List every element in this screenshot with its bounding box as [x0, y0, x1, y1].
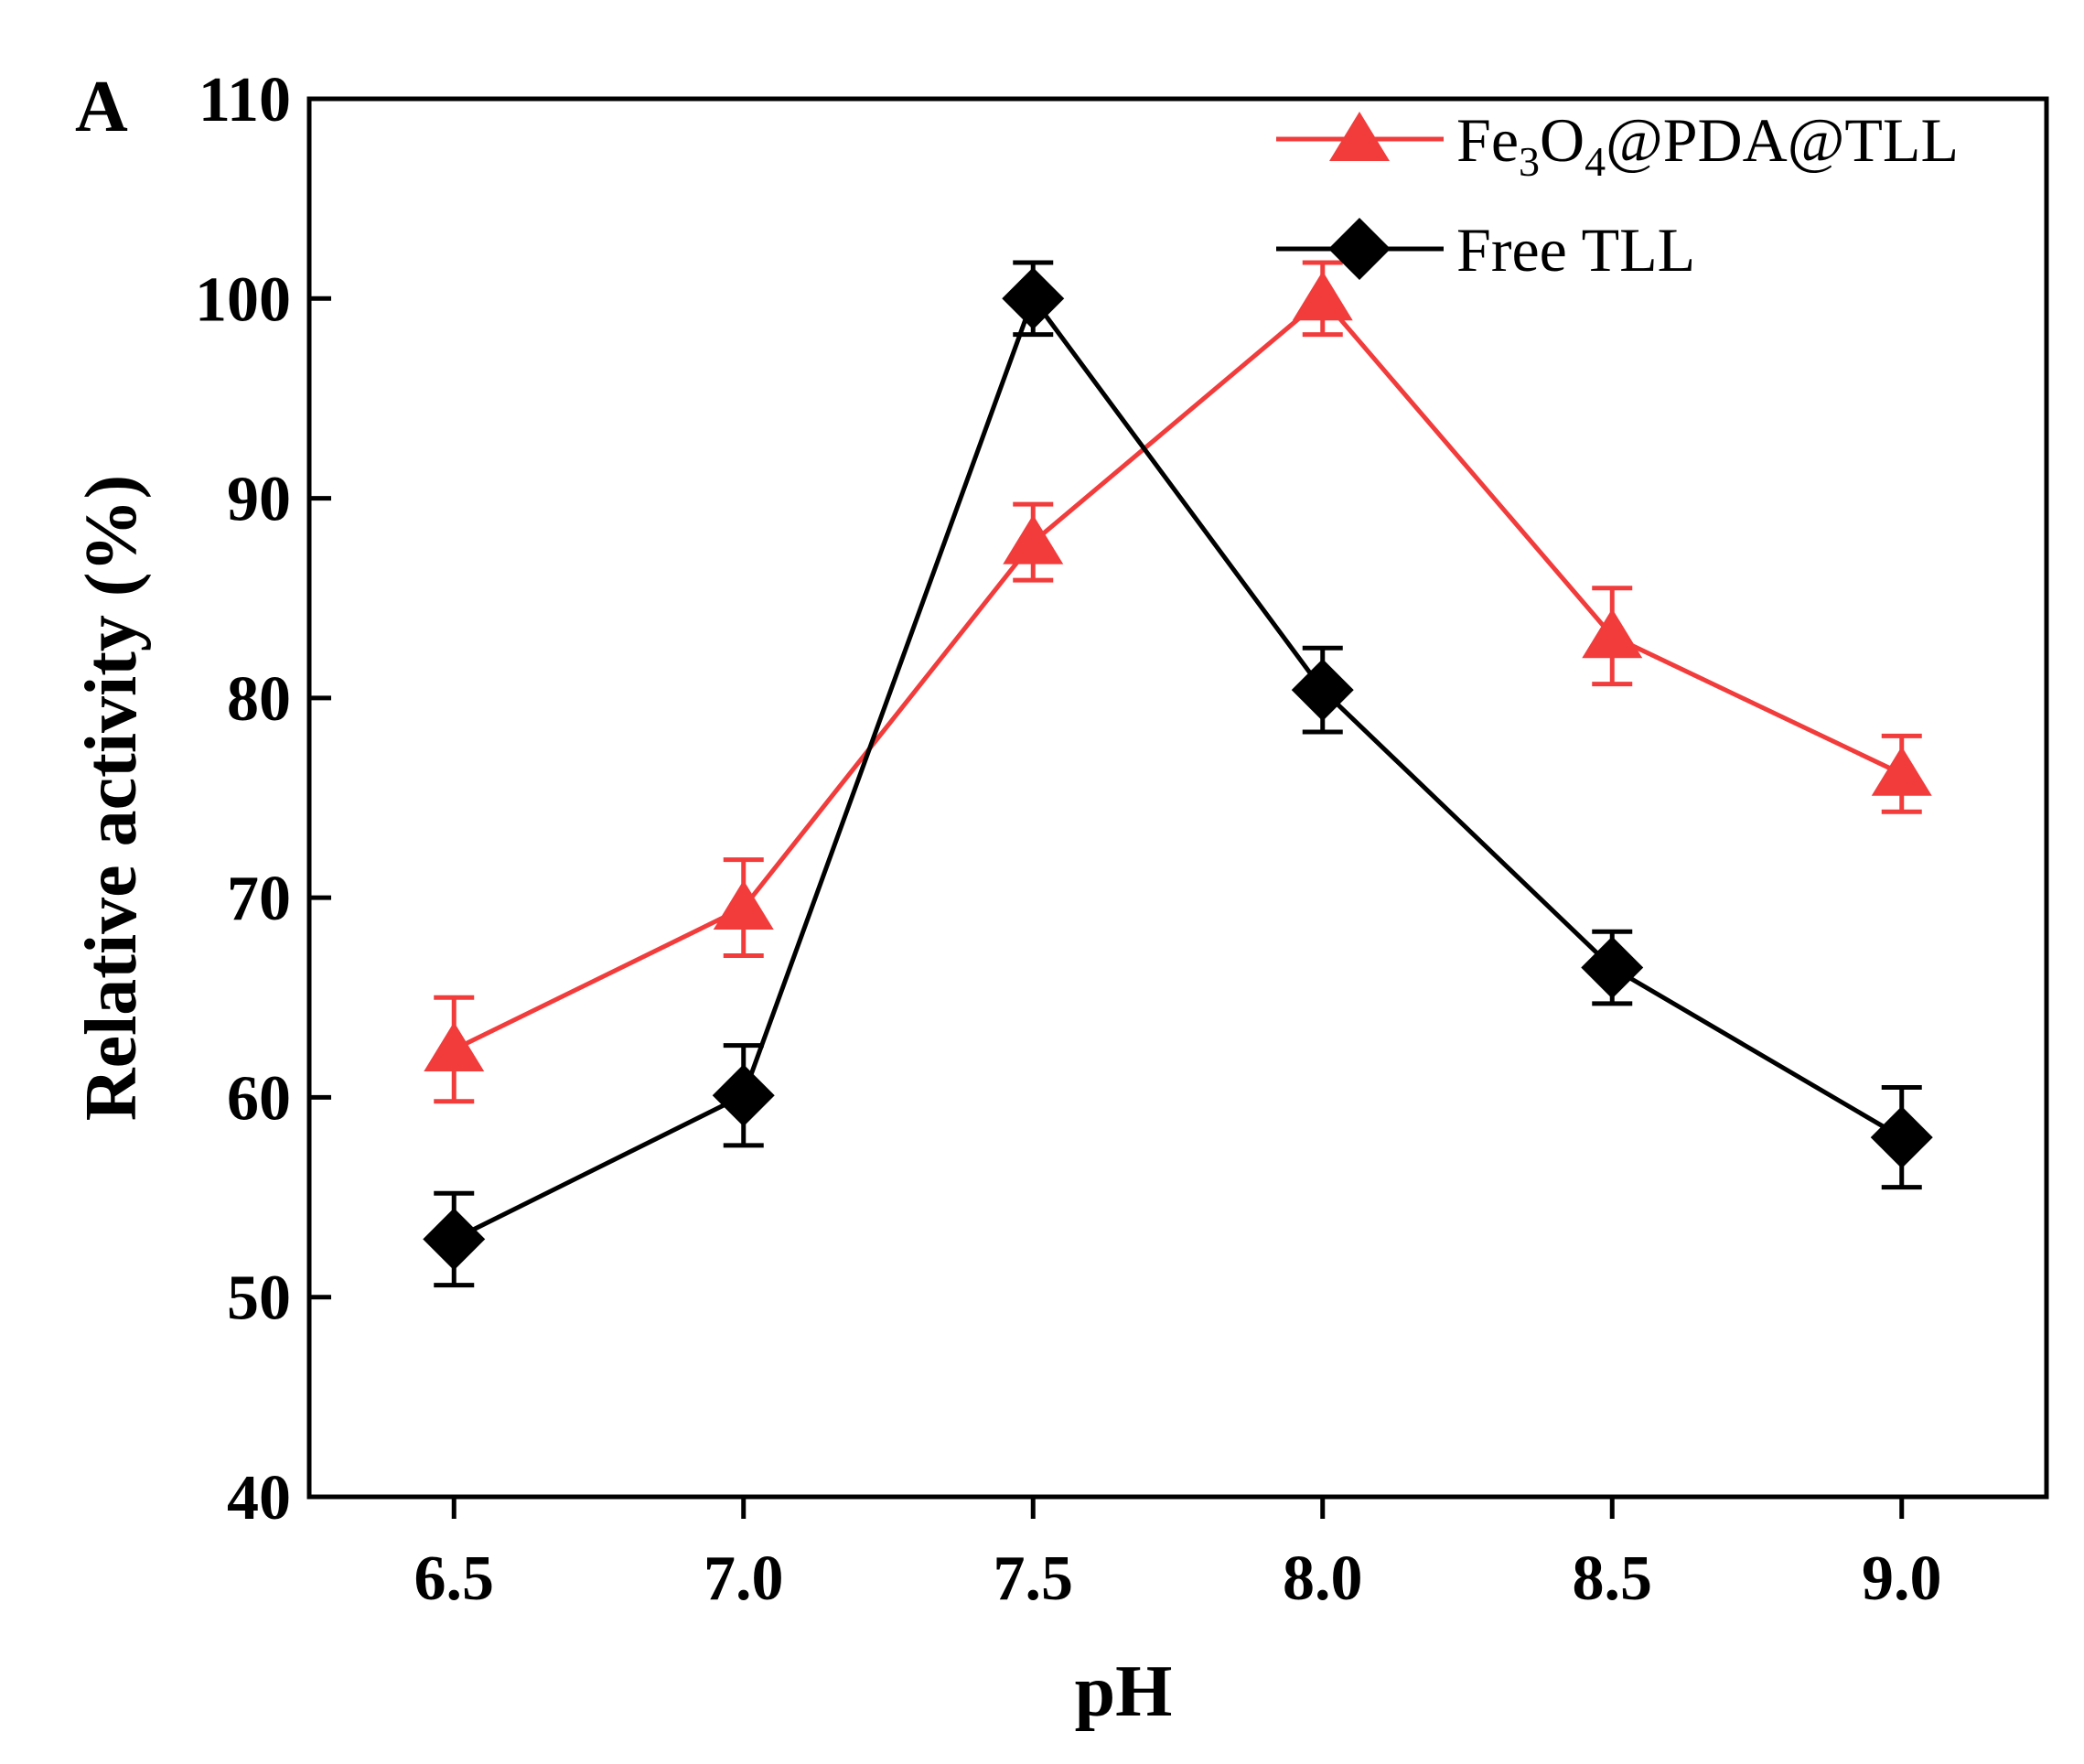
y-tick-label: 40	[227, 1463, 291, 1533]
triangle-marker	[1871, 746, 1932, 796]
legend-label: Free TLL	[1456, 215, 1695, 285]
x-axis-title: pH	[1075, 1651, 1173, 1732]
legend-item-free-tll: Free TLL	[1276, 215, 1695, 285]
series-line	[453, 295, 1903, 1052]
triangle-marker	[1329, 112, 1390, 161]
diamond-marker	[1870, 1106, 1933, 1169]
panel-label: A	[75, 67, 128, 147]
x-tick-label: 8.5	[1573, 1544, 1653, 1614]
x-tick-label: 7.0	[704, 1544, 784, 1614]
triangle-marker	[424, 1022, 485, 1072]
diamond-marker	[1328, 218, 1391, 280]
legend-item-fe3o4-pda-tll: Fe3O4@PDA@TLL	[1276, 105, 1959, 185]
y-axis-title: Relative activity (%)	[71, 475, 152, 1121]
x-axis: 6.5 7.0 7.5 8.0 8.5 9.0	[414, 1497, 1942, 1614]
y-axis: 40 50 60 70 80 90 100 110	[195, 65, 331, 1533]
series-layer	[423, 260, 1933, 1288]
y-tick-label: 70	[227, 864, 291, 934]
series-free-tll	[423, 260, 1933, 1288]
y-tick-label: 100	[195, 264, 291, 335]
diamond-marker	[1002, 267, 1065, 330]
legend-label: Fe3O4@PDA@TLL	[1456, 105, 1959, 185]
y-tick-label: 90	[227, 465, 291, 535]
diamond-marker	[1581, 936, 1644, 999]
plot-frame	[306, 96, 2049, 1500]
triangle-marker	[1003, 514, 1064, 565]
series-line	[453, 294, 1904, 1242]
x-tick-label: 8.0	[1283, 1544, 1363, 1614]
y-tick-label: 50	[227, 1264, 291, 1334]
series-fe3o4-pda-tll	[424, 260, 1932, 1104]
y-tick-label: 80	[227, 664, 291, 735]
x-tick-label: 6.5	[414, 1544, 495, 1614]
diamond-marker	[1291, 659, 1354, 722]
triangle-marker	[713, 880, 774, 930]
triangle-marker	[1292, 271, 1353, 321]
y-tick-label: 110	[199, 65, 291, 135]
diamond-marker	[423, 1208, 486, 1271]
triangle-marker	[1582, 608, 1643, 659]
legend: Fe3O4@PDA@TLL Free TLL	[1276, 105, 1959, 285]
x-tick-label: 9.0	[1862, 1544, 1942, 1614]
x-tick-label: 7.5	[994, 1544, 1074, 1614]
y-tick-label: 60	[227, 1063, 291, 1134]
diamond-marker	[712, 1064, 775, 1127]
